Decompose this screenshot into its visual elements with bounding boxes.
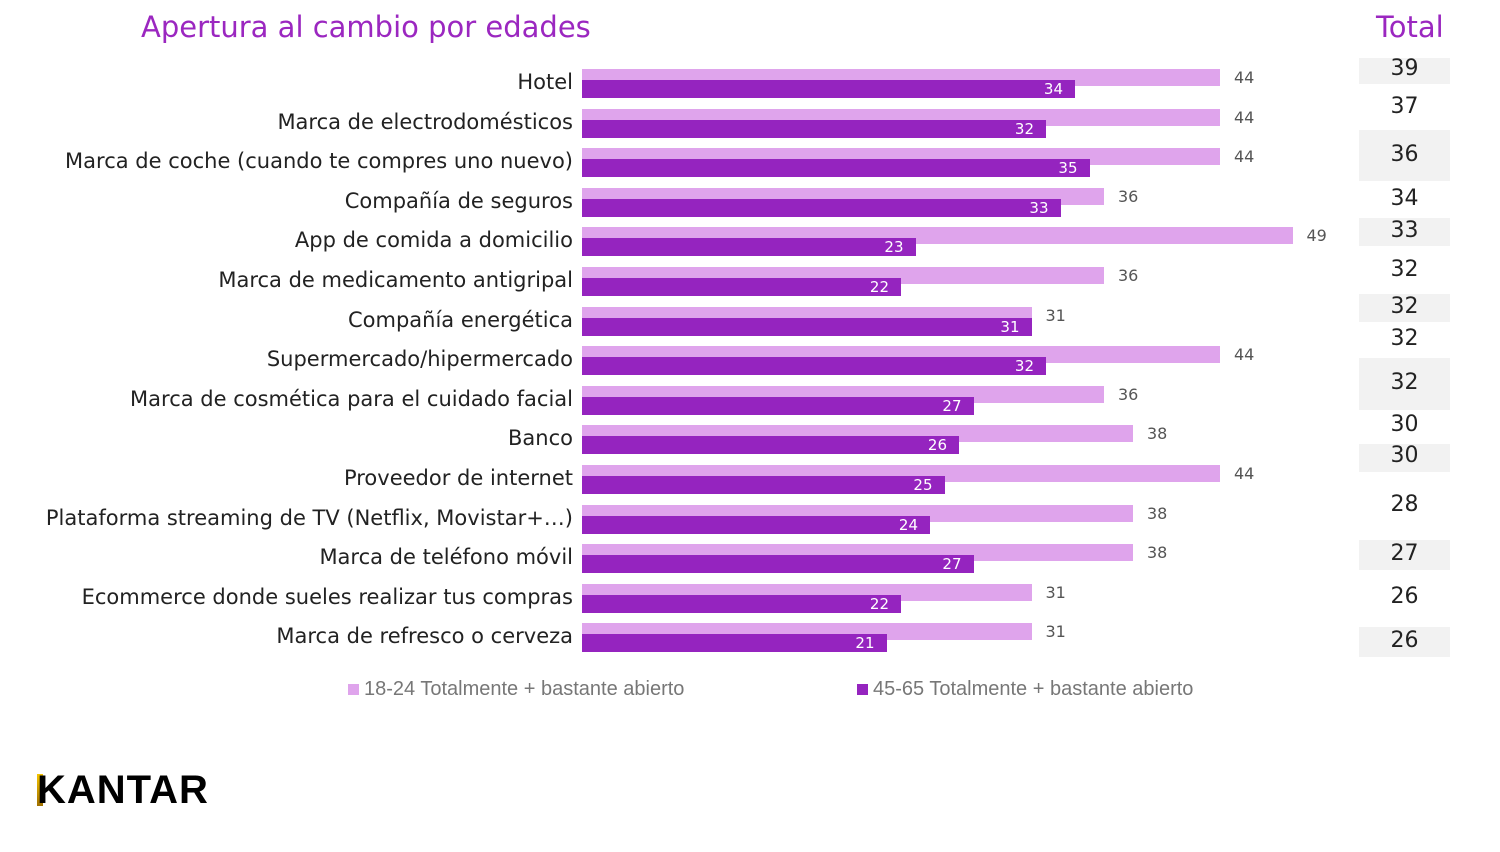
- total-value: 32: [1390, 257, 1419, 282]
- category-label: App de comida a domicilio: [294, 228, 573, 253]
- bar-45-65: [582, 515, 930, 534]
- total-value: 37: [1390, 94, 1419, 119]
- category-label: Ecommerce donde sueles realizar tus comp…: [81, 584, 573, 609]
- total-shade: [1359, 218, 1450, 246]
- value-label-45-65: 27: [942, 396, 962, 415]
- value-label-45-65: 32: [1014, 119, 1034, 138]
- value-label-45-65: 31: [1000, 317, 1020, 336]
- value-label-18-24: 44: [1234, 464, 1255, 483]
- value-label-18-24: 31: [1045, 582, 1066, 602]
- value-label-18-24: 36: [1118, 186, 1139, 206]
- value-label-18-24: 49: [1306, 226, 1327, 246]
- bar-45-65: [582, 119, 1046, 138]
- value-label-18-24: 44: [1234, 107, 1255, 127]
- value-label-45-65: 35: [1058, 159, 1078, 178]
- category-label: Marca de coche (cuando te compres uno nu…: [65, 149, 573, 174]
- value-label-45-65: 33: [1029, 198, 1049, 217]
- value-label-18-24: 36: [1118, 266, 1139, 285]
- value-label-18-24: 31: [1045, 622, 1066, 642]
- value-label-45-65: 25: [913, 476, 933, 494]
- value-label-45-65: 34: [1043, 80, 1063, 98]
- category-label: Compañía energética: [347, 307, 573, 332]
- chart-title: Apertura al cambio por edades: [141, 10, 591, 44]
- legend-item-18-24: 18-24 Totalmente + bastante abierto: [348, 678, 684, 701]
- total-value: 34: [1390, 186, 1419, 211]
- category-label: Banco: [508, 426, 573, 451]
- value-label-45-65: 32: [1014, 357, 1034, 376]
- value-label-18-24: 36: [1118, 384, 1139, 404]
- bar-45-65: [582, 317, 1032, 336]
- value-label-18-24: 38: [1147, 503, 1168, 523]
- legend-label: 45-65 Totalmente + bastante abierto: [873, 678, 1194, 700]
- value-label-18-24: 38: [1147, 424, 1168, 444]
- logo-accent: [37, 774, 43, 806]
- category-label: Marca de teléfono móvil: [319, 545, 573, 570]
- total-shade: [1359, 130, 1450, 181]
- bar-45-65: [582, 80, 1075, 98]
- value-label-18-24: 44: [1234, 147, 1255, 167]
- category-label: Hotel: [517, 70, 573, 94]
- total-value: 32: [1390, 370, 1419, 395]
- total-value: 30: [1390, 443, 1419, 468]
- total-value: 32: [1390, 326, 1419, 351]
- total-shade: [1359, 358, 1450, 410]
- category-label: Marca de cosmética para el cuidado facia…: [130, 386, 573, 411]
- total-value: 36: [1390, 142, 1419, 167]
- bar-45-65: [582, 634, 887, 653]
- category-label: Proveedor de internet: [343, 466, 573, 490]
- bar-45-65: [582, 396, 974, 415]
- bar-45-65: [582, 436, 959, 455]
- bar-45-65: [582, 198, 1061, 217]
- category-label: Plataforma streaming de TV (Netflix, Mov…: [45, 505, 573, 530]
- kantar-logo: KANTAR: [37, 768, 209, 812]
- category-label: Compañía de seguros: [344, 188, 573, 213]
- value-label-45-65: 26: [927, 436, 947, 455]
- value-label-45-65: 24: [898, 515, 918, 534]
- total-shade: [1359, 540, 1450, 570]
- bar-45-65: [582, 555, 974, 574]
- total-shade: [1359, 627, 1450, 657]
- value-label-45-65: 22: [869, 278, 889, 296]
- bar-45-65: [582, 159, 1090, 178]
- bar-45-65: [582, 594, 901, 613]
- total-value: 26: [1390, 628, 1419, 653]
- total-value: 28: [1390, 492, 1419, 517]
- bar-45-65: [582, 357, 1046, 376]
- category-label: Marca de medicamento antigripal: [218, 268, 573, 292]
- total-header: Total: [1376, 10, 1444, 44]
- total-value: 32: [1390, 294, 1419, 319]
- total-shade: [1359, 444, 1450, 472]
- value-label-45-65: 23: [884, 238, 904, 257]
- value-label-45-65: 27: [942, 555, 962, 574]
- value-label-18-24: 31: [1045, 305, 1066, 325]
- total-shade: [1359, 294, 1450, 322]
- legend-swatch: [857, 684, 868, 695]
- category-label: Supermercado/hipermercado: [266, 347, 573, 372]
- total-value: 39: [1390, 56, 1419, 81]
- value-label-18-24: 44: [1234, 68, 1255, 87]
- bar-45-65: [582, 476, 945, 494]
- legend-swatch: [348, 684, 359, 695]
- value-label-18-24: 38: [1147, 543, 1168, 563]
- legend-item-45-65: 45-65 Totalmente + bastante abierto: [857, 678, 1193, 701]
- total-value: 33: [1390, 218, 1419, 243]
- bar-45-65: [582, 238, 916, 257]
- category-label: Marca de refresco o cerveza: [276, 624, 573, 649]
- bar-45-65: [582, 278, 901, 296]
- value-label-45-65: 22: [869, 594, 889, 613]
- legend-label: 18-24 Totalmente + bastante abierto: [364, 678, 685, 700]
- total-value: 30: [1390, 412, 1419, 437]
- total-value: 27: [1390, 541, 1419, 566]
- total-shade: [1359, 58, 1450, 84]
- total-value: 26: [1390, 584, 1419, 609]
- category-label: Marca de electrodomésticos: [277, 109, 573, 134]
- value-label-18-24: 44: [1234, 345, 1255, 365]
- value-label-45-65: 21: [855, 634, 875, 653]
